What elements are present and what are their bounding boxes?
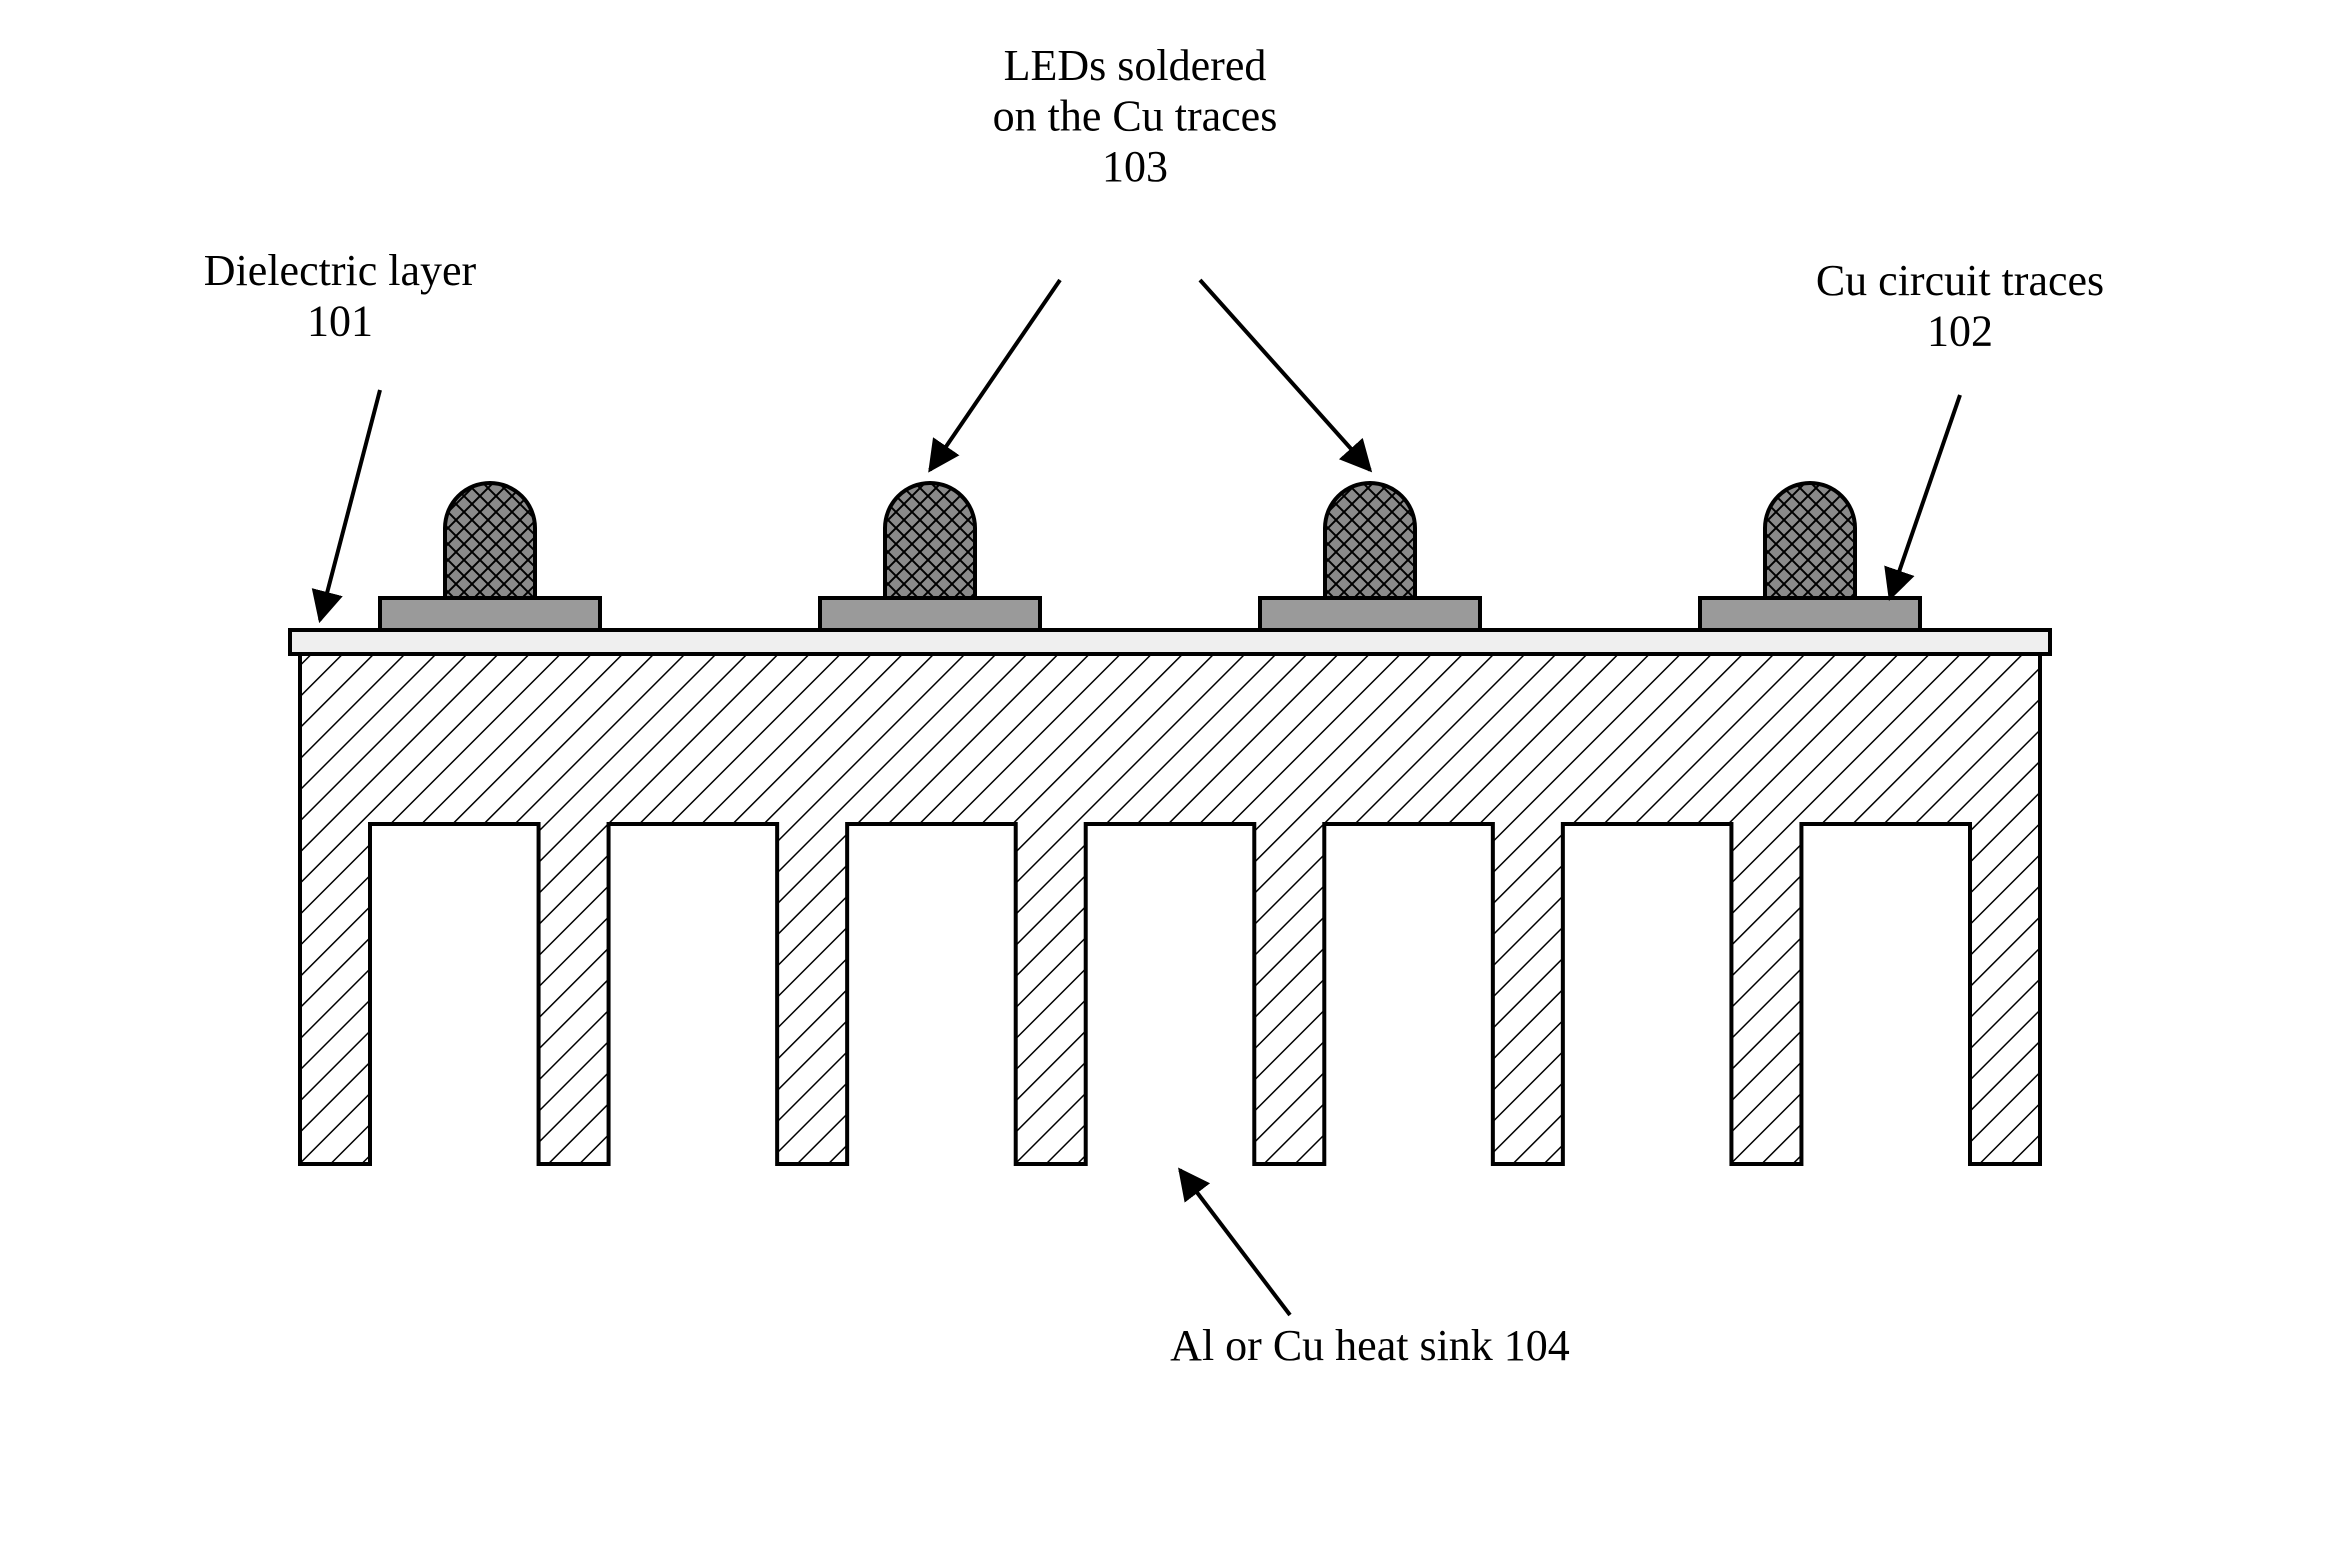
led-4	[1765, 483, 1855, 598]
label-leds-line2: on the Cu traces	[993, 92, 1278, 141]
arrow-dielectric	[320, 390, 380, 620]
heatsink	[300, 654, 2040, 1164]
label-dielectric-line1: Dielectric layer	[204, 246, 477, 295]
label-heatsink-line1: Al or Cu heat sink 104	[1170, 1321, 1570, 1370]
label-traces-line2: 102	[1927, 307, 1993, 356]
dielectric-layer	[290, 630, 2050, 654]
arrow-leds-right	[1200, 280, 1370, 470]
label-heatsink: Al or Cu heat sink 104	[1170, 1321, 1570, 1370]
cu-trace-2	[820, 598, 1040, 630]
cu-trace-3	[1260, 598, 1480, 630]
label-leds-line3: 103	[1102, 142, 1168, 191]
arrow-leds-left	[930, 280, 1060, 470]
arrow-heatsink	[1180, 1170, 1290, 1315]
arrow-traces	[1890, 395, 1960, 598]
label-leds-line1: LEDs soldered	[1004, 41, 1267, 90]
label-traces-line1: Cu circuit traces	[1816, 256, 2104, 305]
led-2	[885, 483, 975, 598]
cu-trace-4	[1700, 598, 1920, 630]
label-dielectric-line2: 101	[307, 297, 373, 346]
led-1	[445, 483, 535, 598]
label-traces: Cu circuit traces102	[1816, 256, 2104, 356]
cu-trace-1	[380, 598, 600, 630]
led-3	[1325, 483, 1415, 598]
label-dielectric: Dielectric layer101	[204, 246, 477, 346]
label-leds: LEDs solderedon the Cu traces103	[993, 41, 1278, 191]
